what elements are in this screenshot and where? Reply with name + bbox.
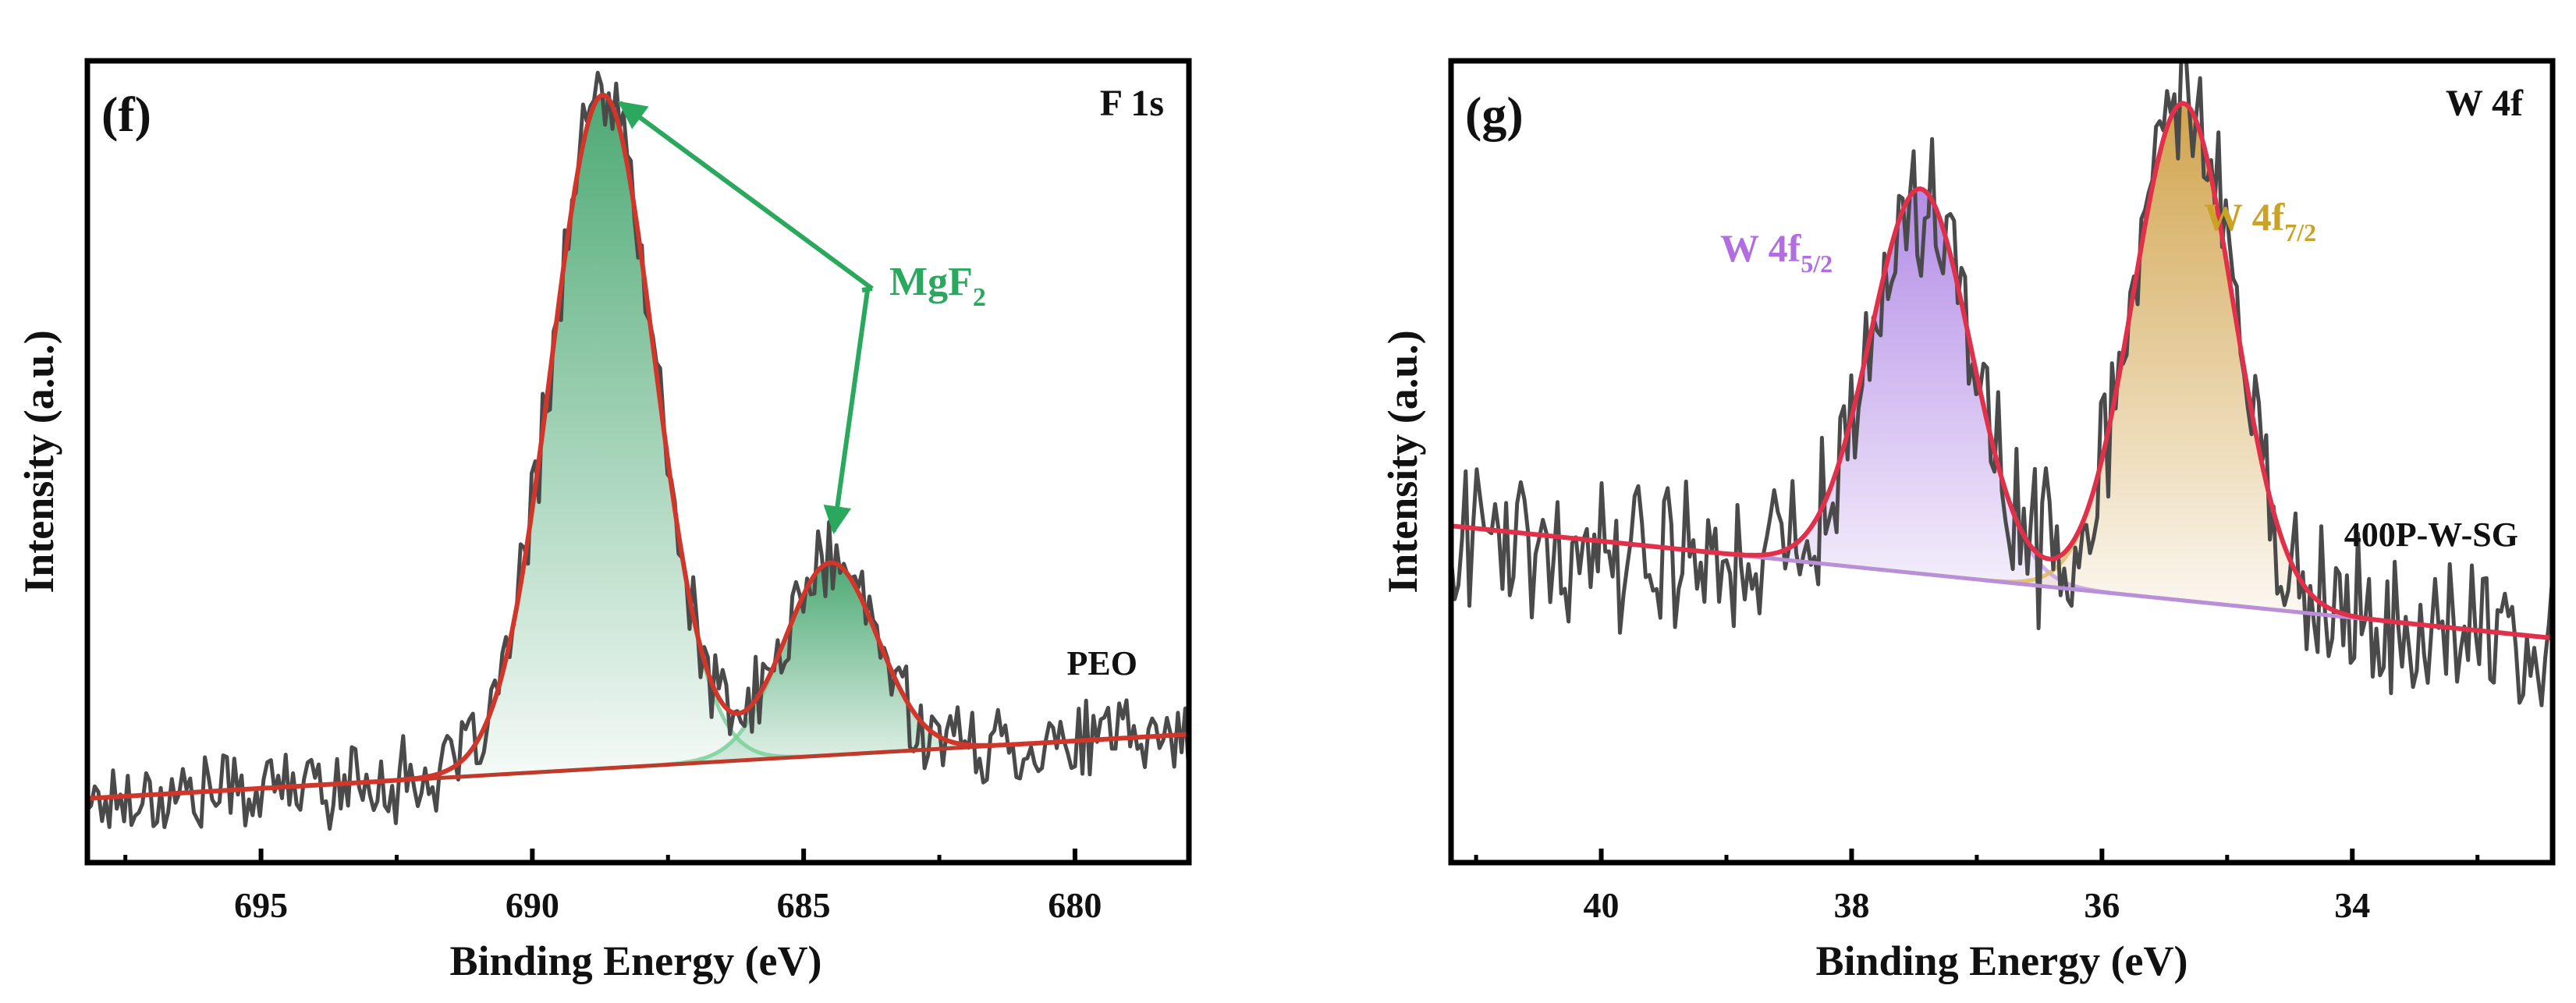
w4f72-label-main: W 4f (2204, 195, 2286, 239)
f1s-x-tick-label-4: 680 (1048, 885, 1102, 925)
mgf2-label-main: MgF (889, 260, 973, 304)
w4f-x-ticks: 40 38 36 34 (1474, 849, 2480, 925)
w4f52-label: W 4f5/2 (1720, 226, 1833, 278)
f1s-spectrum-label: F 1s (1100, 83, 1164, 124)
w4f-panel-label: (g) (1465, 87, 1524, 142)
w4f-component-fills (1451, 103, 2553, 639)
w4f-plot-frame (1448, 58, 2556, 866)
w4f52-label-subscript: 5/2 (1801, 250, 1833, 278)
f1s-x-tick-label-2: 690 (506, 885, 559, 925)
panel-w4f: 40 38 36 34 (g) W 4f 400P-W-SG W 4f5/2 W 4f… (1379, 58, 2556, 984)
f1s-x-ticks: 695 690 685 680 (123, 849, 1102, 925)
w4f-x-axis-title: Binding Energy (eV) (1815, 937, 2187, 984)
mgf2-label: MgF2 (889, 260, 986, 312)
f1s-x-tick-label-1: 695 (234, 885, 288, 925)
f1s-component-fill-2 (87, 562, 1189, 799)
w4f72-label: W 4f7/2 (2204, 195, 2316, 246)
f1s-panel-label: (f) (101, 87, 151, 142)
w4f52-label-main: W 4f (1720, 226, 1802, 270)
f1s-y-axis-title: Intensity (a.u.) (16, 330, 62, 594)
w4f-raw-data (1451, 61, 2553, 707)
f1s-lines (87, 70, 1189, 831)
w4f-x-tick-label-4: 34 (2334, 885, 2370, 925)
f1s-x-tick-label-3: 685 (777, 885, 831, 925)
f1s-plot-frame (84, 58, 1192, 866)
w4f-x-tick-label-2: 38 (1833, 885, 1869, 925)
w4f-lines (1451, 61, 2553, 707)
w4f72-label-subscript: 7/2 (2284, 218, 2316, 246)
w4f-envelope-fit (1451, 101, 2553, 641)
panel-f1s: 695 690 685 680 (f) F 1s PEO MgF2 Binding E… (16, 58, 1192, 984)
w4f-x-tick-label-1: 40 (1584, 885, 1620, 925)
f1s-component-fills (87, 94, 1189, 799)
mgf2-arrow-main-peak (617, 101, 874, 291)
w4f-x-tick-label-3: 36 (2084, 885, 2120, 925)
f1s-envelope-fit (87, 92, 1189, 801)
mgf2-annotation: MgF2 (617, 101, 986, 535)
mgf2-label-subscript: 2 (973, 283, 986, 312)
f1s-component-fill-1 (87, 94, 1189, 799)
mgf2-arrow-joint (861, 286, 873, 292)
w4f-spectrum-label: W 4f (2446, 83, 2524, 124)
f1s-x-axis-title: Binding Energy (eV) (449, 937, 821, 984)
f1s-sample-label: PEO (1067, 644, 1137, 682)
f1s-raw-data (87, 70, 1189, 831)
w4f-y-axis-title: Intensity (a.u.) (1379, 330, 1426, 594)
w4f-sample-label: 400P-W-SG (2344, 516, 2518, 554)
w4f-component-fill-1 (1451, 189, 2553, 639)
mgf2-arrow-minor-peak (823, 289, 870, 535)
